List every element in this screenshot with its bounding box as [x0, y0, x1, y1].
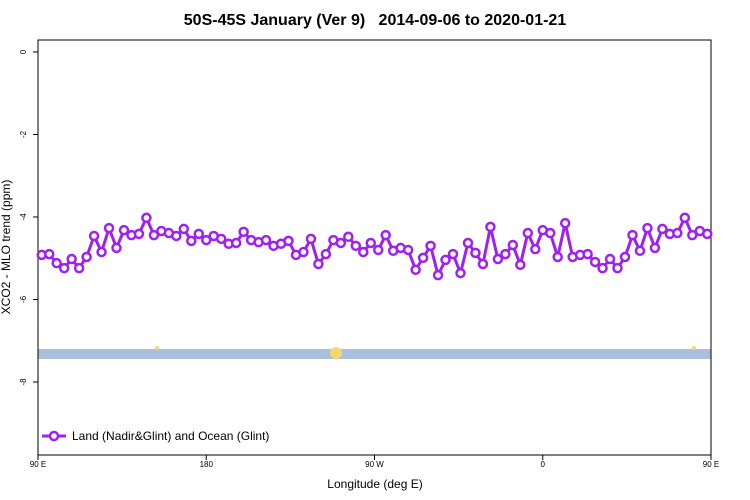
data-point: [477, 258, 489, 270]
data-point: [103, 222, 115, 234]
data-point: [619, 251, 631, 263]
data-point: [186, 235, 197, 247]
x-tick-label: 90 W: [365, 460, 384, 469]
data-point: [649, 242, 661, 254]
data-point: [522, 227, 534, 239]
data-point: [260, 234, 272, 246]
data-point: [702, 228, 713, 240]
data-point: [507, 239, 519, 251]
x-tick-label: 180: [200, 460, 214, 469]
land-marker: [692, 346, 696, 350]
land-marker: [155, 346, 159, 350]
data-point: [238, 226, 249, 238]
data-point: [552, 251, 563, 263]
y-tick-label: 0: [19, 49, 28, 54]
data-point: [604, 253, 616, 265]
data-point: [372, 244, 384, 256]
y-axis-label: XCO2 - MLO trend (ppm): [0, 180, 13, 315]
data-point: [440, 254, 451, 266]
data-point: [425, 240, 436, 252]
data-point: [133, 228, 145, 240]
chart-title: 50S-45S January (Ver 9) 2014-09-06 to 20…: [184, 12, 567, 29]
data-point: [171, 230, 182, 242]
data-point: [215, 233, 227, 245]
data-point: [485, 221, 496, 233]
data-point: [627, 229, 638, 241]
data-point: [335, 237, 347, 249]
data-point: [148, 229, 160, 241]
data-point: [597, 262, 608, 274]
data-point: [283, 235, 294, 247]
data-point: [73, 262, 85, 274]
surface-band: [38, 349, 711, 359]
land-marker: [330, 347, 342, 359]
data-point: [51, 257, 62, 269]
data-point: [358, 246, 369, 258]
data-point: [88, 230, 100, 242]
data-point: [118, 224, 130, 236]
data-point: [589, 256, 601, 268]
data-point: [657, 223, 668, 235]
data-point: [111, 242, 122, 254]
legend-label: Land (Nadir&Glint) and Ocean (Glint): [72, 429, 269, 443]
data-point: [417, 252, 429, 264]
data-point: [178, 223, 190, 235]
y-tick-label: -8: [19, 378, 28, 386]
data-point: [559, 217, 571, 229]
data-point: [687, 229, 698, 241]
data-point: [380, 229, 391, 241]
data-point: [634, 245, 646, 257]
data-point: [410, 264, 421, 276]
data-point: [230, 237, 242, 249]
x-tick-label: 90 E: [30, 460, 46, 469]
data-point: [365, 237, 377, 249]
data-point: [455, 267, 466, 279]
data-point: [462, 237, 474, 249]
x-tick-label: 90 E: [703, 460, 719, 469]
data-point: [81, 251, 92, 263]
y-tick-label: -4: [19, 213, 28, 221]
data-point: [612, 262, 623, 274]
data-point: [201, 234, 212, 246]
data-point: [58, 262, 70, 274]
data-point: [298, 246, 309, 258]
data-point: [66, 253, 77, 265]
data-point: [402, 244, 414, 256]
x-tick-label: 0: [541, 460, 546, 469]
data-point: [672, 227, 683, 239]
data-point: [447, 248, 459, 260]
data-point: [492, 253, 504, 265]
data-point: [43, 248, 55, 260]
data-point: [679, 212, 691, 224]
data-point: [432, 269, 444, 281]
data-point: [530, 243, 541, 255]
y-tick-label: -6: [19, 295, 28, 303]
data-point: [320, 248, 332, 260]
data-point: [350, 240, 362, 252]
legend-marker: [48, 430, 60, 442]
data-point: [515, 259, 526, 271]
data-point: [642, 222, 653, 234]
y-tick-label: -2: [19, 130, 28, 138]
data-point: [544, 227, 556, 239]
data-point: [470, 247, 481, 259]
data-point: [313, 258, 324, 270]
data-point: [305, 233, 317, 245]
data-point: [343, 231, 354, 243]
data-point: [193, 228, 205, 240]
x-axis-label: Longitude (deg E): [327, 477, 422, 491]
data-point: [96, 246, 107, 258]
data-point: [500, 248, 511, 260]
data-point: [141, 212, 152, 224]
data-point: [582, 248, 593, 260]
